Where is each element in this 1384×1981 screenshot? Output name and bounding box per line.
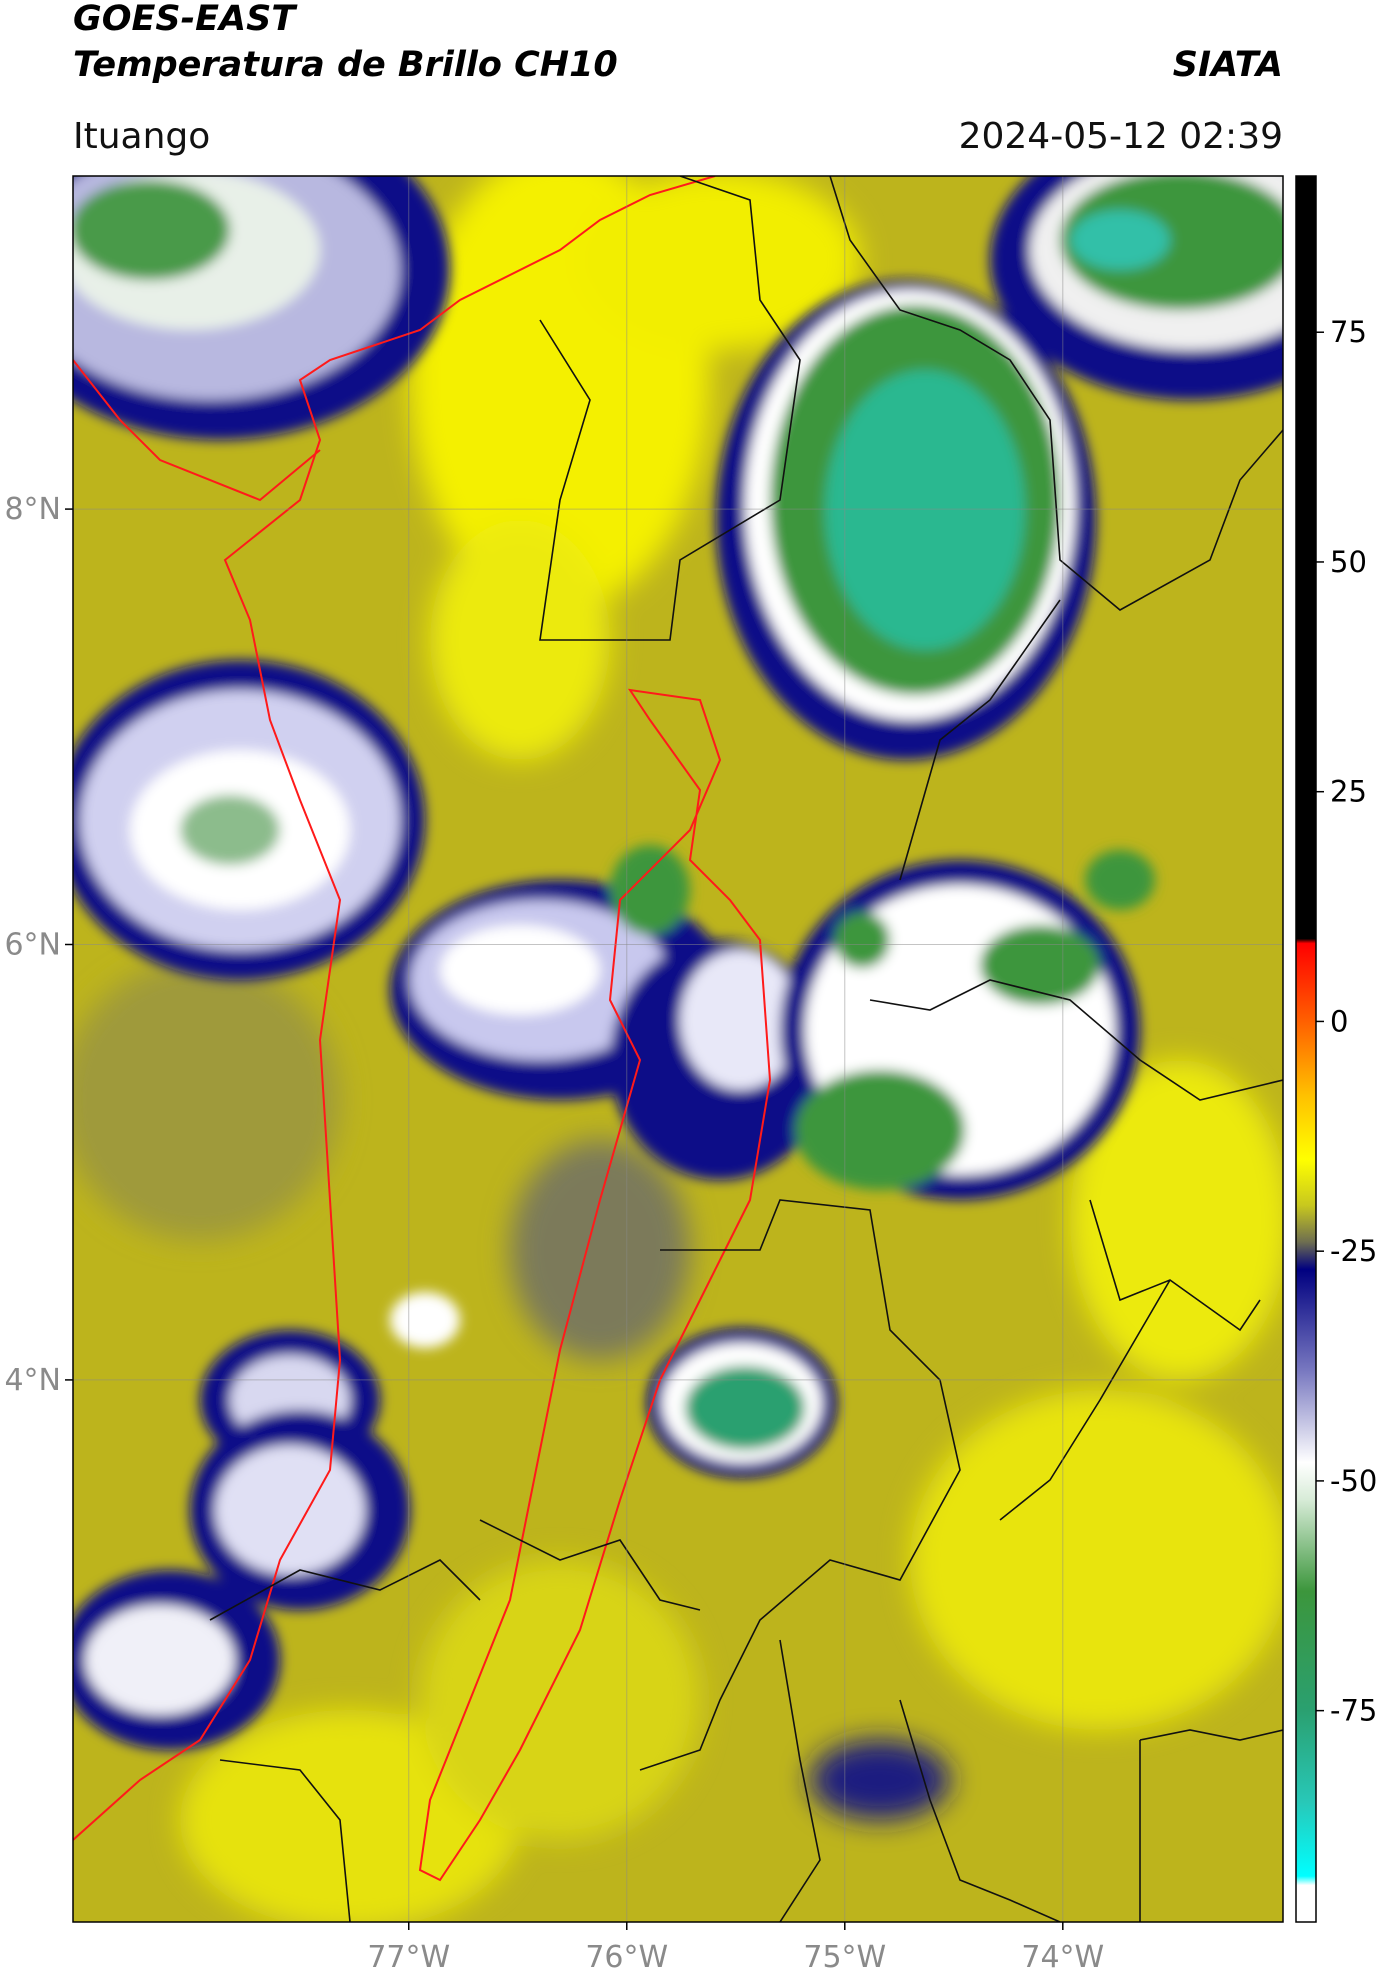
map-image [73,176,1283,1922]
colorbar-tick-label: 0 [1330,1004,1348,1038]
y-tick-label: 4°N [4,1363,61,1398]
colorbar-tick-label: -75 [1330,1694,1377,1728]
source: SIATA [1173,45,1283,85]
x-tick-label: 76°W [585,1940,668,1975]
map-frame [72,175,1284,1923]
colorbar-tick-label: 50 [1330,545,1367,579]
x-tick-label: 75°W [803,1940,886,1975]
x-tick-label: 77°W [367,1940,450,1975]
colorbar-tick-label: 75 [1330,315,1367,349]
title: GOES-EAST [73,0,298,39]
x-tick-label: 74°W [1021,1940,1104,1975]
colorbar [1295,175,1317,1923]
subtitle: Temperatura de Brillo CH10 [73,45,618,85]
region: Ituango [73,116,210,157]
y-tick-label: 6°N [4,928,61,963]
date: 2024-05-12 02:39 [959,116,1283,157]
colorbar-tick-label: -25 [1330,1234,1377,1268]
y-tick-label: 8°N [4,492,61,527]
colorbar-tick-label: 25 [1330,775,1367,809]
colorbar-tick-label: -50 [1330,1464,1377,1498]
